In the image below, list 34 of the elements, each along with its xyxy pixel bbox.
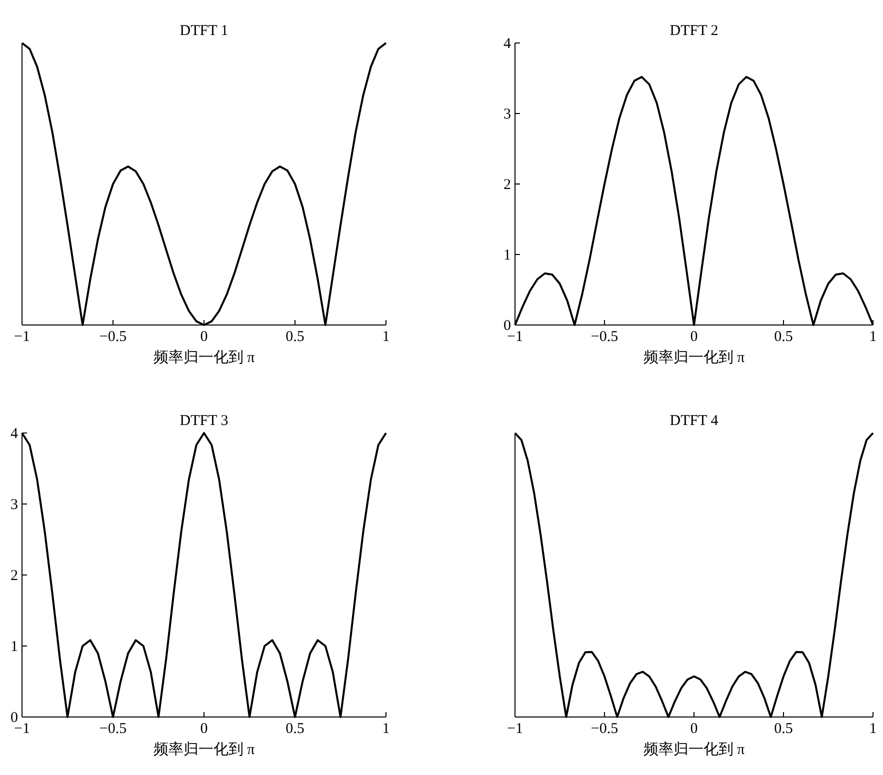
x-tick-label: 1 <box>382 329 390 345</box>
x-tick-label: 0 <box>690 329 698 345</box>
x-tick-label: 1 <box>869 721 877 737</box>
y-tick-label: 2 <box>504 177 511 193</box>
x-tick-label: 0.5 <box>286 721 304 737</box>
x-tick-label: −1 <box>507 721 523 737</box>
chart-title: DTFT 1 <box>180 23 228 39</box>
x-axis-title: 频率归一化到 π <box>643 349 746 366</box>
x-tick-label: 0 <box>200 329 208 345</box>
x-tick-label: −0.5 <box>590 329 618 345</box>
y-tick-label: 4 <box>504 36 512 52</box>
y-tick-label: 3 <box>10 497 18 513</box>
chart-title: DTFT 2 <box>670 23 718 39</box>
x-tick-label: −0.5 <box>590 721 618 737</box>
y-tick-label: 4 <box>10 426 18 442</box>
x-tick-label: 1 <box>869 329 877 345</box>
y-tick-label: 1 <box>504 248 511 264</box>
x-tick-label: −0.5 <box>99 721 127 737</box>
x-tick-label: 0 <box>200 721 208 737</box>
x-tick-label: 0.5 <box>774 721 793 737</box>
y-tick-label: 3 <box>504 106 511 122</box>
x-tick-label: 0.5 <box>286 329 304 345</box>
x-axis-title: 频率归一化到 π <box>153 349 256 366</box>
y-tick-label: 2 <box>10 568 18 584</box>
x-axis-title: 频率归一化到 π <box>153 741 256 758</box>
chart-title: DTFT 4 <box>670 413 719 429</box>
x-tick-label: −1 <box>14 329 30 345</box>
x-tick-label: −0.5 <box>99 329 127 345</box>
chart-title: DTFT 3 <box>180 413 228 429</box>
x-tick-label: 0.5 <box>774 329 793 345</box>
y-tick-label: 1 <box>10 639 18 655</box>
x-tick-label: 0 <box>690 721 698 737</box>
x-axis-title: 频率归一化到 π <box>643 741 746 758</box>
x-tick-label: 1 <box>382 721 390 737</box>
